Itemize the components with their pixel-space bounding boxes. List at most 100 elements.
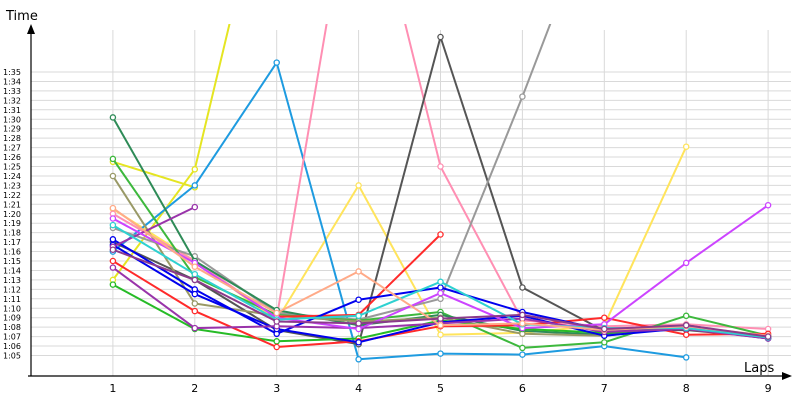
data-point — [355, 339, 362, 346]
x-tick-label: 5 — [437, 382, 444, 395]
x-axis-arrow — [782, 372, 792, 380]
data-point — [682, 312, 690, 320]
y-tick-label: 1:09 — [3, 314, 21, 323]
data-point — [437, 350, 444, 357]
data-point — [682, 354, 690, 361]
data-point — [273, 338, 280, 345]
x-tick-label: 4 — [355, 382, 362, 395]
x-tick-label: 8 — [683, 382, 690, 395]
data-point — [355, 325, 362, 333]
data-point — [764, 333, 772, 340]
data-point — [519, 320, 526, 327]
data-point — [109, 114, 117, 121]
data-point — [437, 289, 444, 297]
data-point — [682, 143, 690, 150]
y-tick-label: 1:22 — [3, 191, 21, 200]
axes: 1:051:061:071:081:091:101:111:121:131:14… — [3, 24, 792, 395]
data-point — [191, 324, 199, 332]
data-point — [109, 236, 117, 243]
x-tick-label: 1 — [109, 382, 116, 395]
data-point — [601, 339, 608, 346]
y-tick-label: 1:24 — [3, 172, 21, 181]
data-point — [273, 318, 280, 325]
y-tick-label: 1:11 — [3, 295, 21, 304]
data-point — [355, 356, 362, 363]
y-tick-label: 1:18 — [3, 229, 21, 238]
y-axis-arrow — [27, 24, 35, 34]
data-point — [191, 290, 199, 298]
y-tick-label: 1:12 — [3, 285, 21, 294]
y-tick-label: 1:10 — [3, 304, 21, 313]
data-point — [273, 309, 280, 317]
data-point — [273, 343, 280, 351]
y-tick-label: 1:30 — [3, 115, 21, 124]
y-axis-title: Time — [5, 9, 38, 24]
data-point — [109, 257, 117, 265]
data-point — [601, 325, 608, 333]
y-tick-label: 1:17 — [3, 238, 21, 247]
y-tick-label: 1:21 — [3, 200, 21, 209]
data-point — [191, 307, 199, 315]
data-point — [437, 163, 444, 170]
data-point — [764, 201, 772, 209]
y-tick-label: 1:08 — [3, 323, 21, 332]
x-tick-label: 9 — [765, 382, 772, 395]
data-point — [109, 215, 117, 222]
series-line — [112, 160, 196, 189]
y-tick-label: 1:29 — [3, 125, 21, 134]
y-tick-label: 1:34 — [3, 77, 21, 86]
y-tick-label: 1:31 — [3, 106, 21, 115]
data-point — [682, 259, 690, 267]
data-point — [109, 281, 117, 288]
data-point — [519, 93, 526, 100]
data-point — [519, 284, 526, 291]
data-point — [191, 300, 199, 307]
x-tick-label: 6 — [519, 382, 526, 395]
data-point — [601, 314, 608, 321]
series-21 — [109, 246, 772, 340]
y-tick-label: 1:32 — [3, 96, 21, 105]
y-tick-label: 1:19 — [3, 219, 21, 228]
data-point — [437, 231, 444, 238]
series-line — [112, 146, 688, 336]
x-axis-title: Laps — [744, 361, 774, 376]
data-point — [191, 263, 199, 270]
y-tick-label: 1:14 — [3, 266, 21, 275]
data-point — [437, 284, 444, 291]
data-point — [191, 182, 199, 189]
data-point — [109, 264, 117, 271]
data-point — [519, 351, 526, 358]
series-group — [109, 24, 772, 363]
data-point — [355, 268, 362, 275]
x-tick-label: 3 — [273, 382, 280, 395]
data-point — [437, 331, 444, 338]
data-point — [355, 320, 362, 327]
data-point — [191, 276, 199, 284]
y-tick-label: 1:25 — [3, 163, 21, 172]
y-tick-label: 1:26 — [3, 153, 21, 162]
y-tick-label: 1:35 — [3, 68, 21, 77]
series-line — [112, 24, 231, 281]
data-point — [109, 172, 117, 180]
data-point — [437, 315, 444, 322]
data-point — [273, 59, 280, 66]
data-point — [437, 33, 444, 41]
y-tick-label: 1:33 — [3, 87, 21, 96]
data-point — [519, 311, 526, 319]
data-point — [682, 331, 690, 338]
data-point — [109, 221, 117, 229]
data-point — [191, 270, 199, 278]
data-point — [355, 182, 362, 189]
data-point — [437, 322, 444, 329]
data-point — [519, 344, 526, 352]
y-tick-label: 1:27 — [3, 144, 21, 153]
y-tick-label: 1:28 — [3, 134, 21, 143]
series-line — [112, 61, 687, 361]
data-point — [191, 166, 199, 173]
y-tick-label: 1:16 — [3, 248, 21, 257]
y-tick-label: 1:13 — [3, 276, 21, 285]
x-tick-label: 2 — [191, 382, 198, 395]
data-point — [109, 204, 117, 212]
data-point — [437, 278, 444, 286]
